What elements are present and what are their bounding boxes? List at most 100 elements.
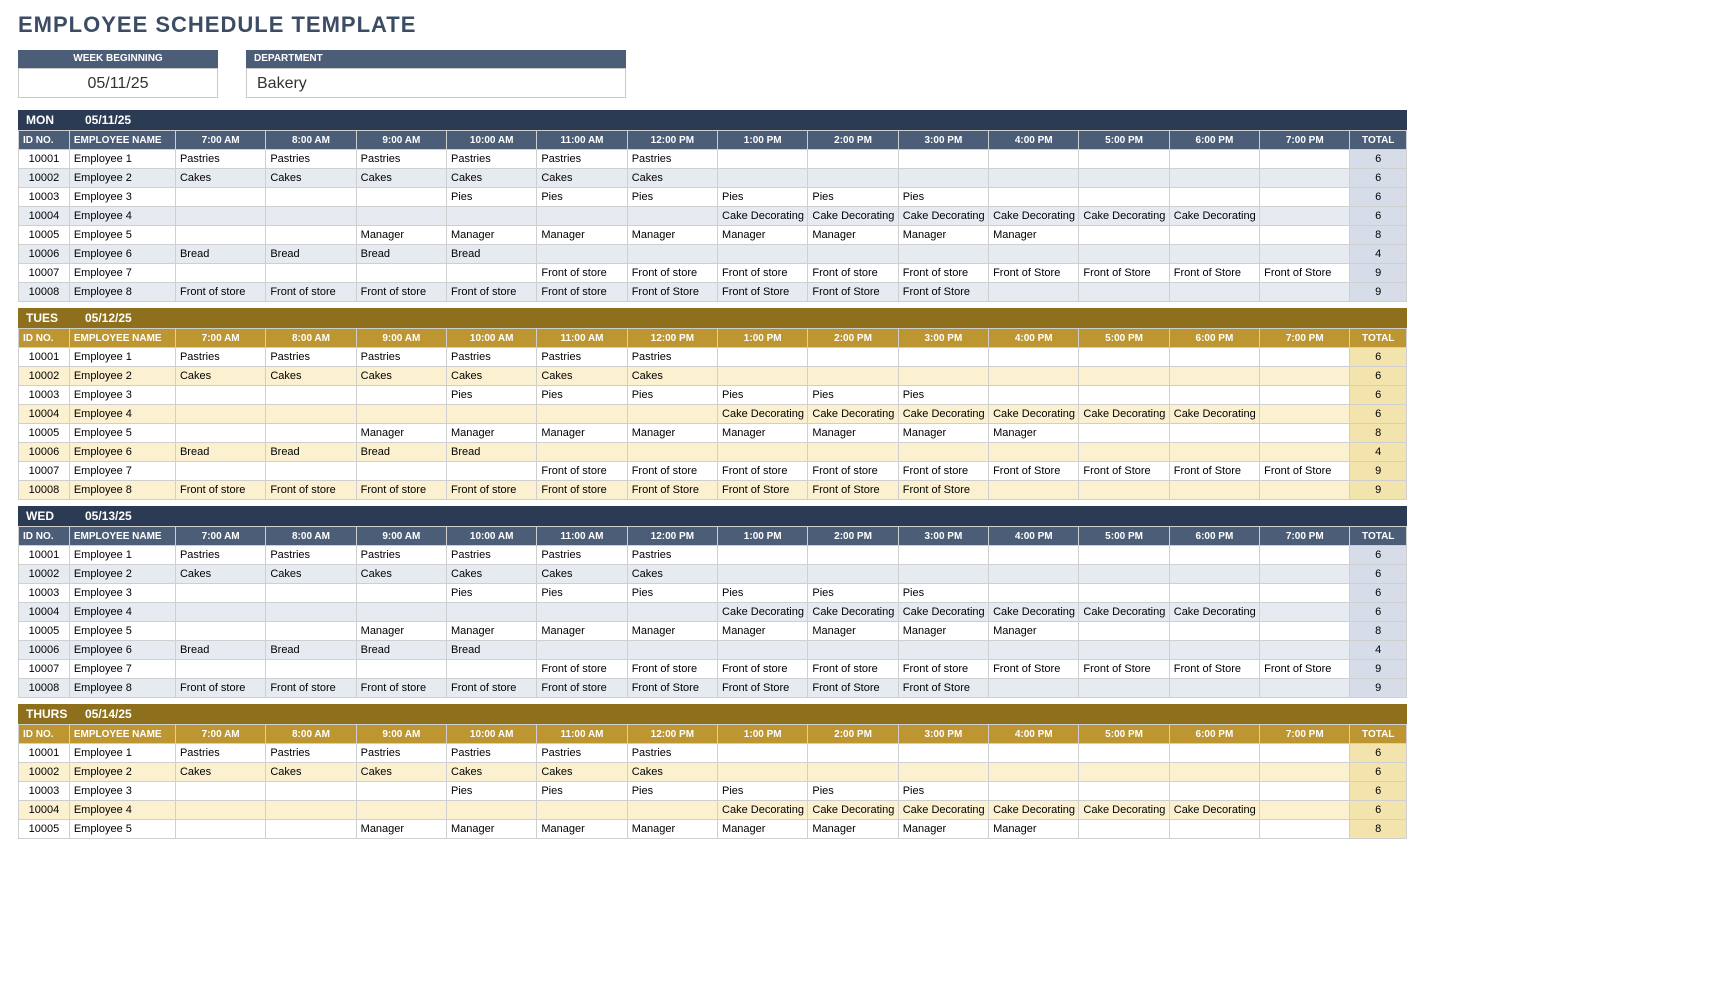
schedule-cell[interactable]: Cakes <box>537 565 627 584</box>
schedule-cell[interactable]: Cake Decorating <box>808 603 898 622</box>
schedule-cell[interactable]: Cake Decorating <box>989 801 1079 820</box>
schedule-cell[interactable] <box>1079 744 1169 763</box>
schedule-cell[interactable]: Cake Decorating <box>1079 405 1169 424</box>
schedule-cell[interactable]: Pies <box>627 386 717 405</box>
schedule-cell[interactable]: Pastries <box>627 546 717 565</box>
schedule-cell[interactable] <box>989 283 1079 302</box>
schedule-cell[interactable] <box>537 207 627 226</box>
schedule-cell[interactable] <box>447 462 537 481</box>
schedule-cell[interactable] <box>718 245 808 264</box>
schedule-cell[interactable]: Cakes <box>447 763 537 782</box>
schedule-cell[interactable] <box>718 565 808 584</box>
schedule-cell[interactable]: Front of Store <box>627 481 717 500</box>
schedule-cell[interactable] <box>1169 820 1259 839</box>
schedule-cell[interactable] <box>718 367 808 386</box>
schedule-cell[interactable]: Bread <box>356 443 446 462</box>
schedule-cell[interactable]: Cake Decorating <box>718 405 808 424</box>
schedule-cell[interactable]: Bread <box>175 641 265 660</box>
schedule-cell[interactable]: Pies <box>537 782 627 801</box>
schedule-cell[interactable] <box>266 660 356 679</box>
schedule-cell[interactable]: Cake Decorating <box>808 207 898 226</box>
schedule-cell[interactable] <box>989 679 1079 698</box>
schedule-cell[interactable]: Pastries <box>447 744 537 763</box>
schedule-cell[interactable] <box>718 443 808 462</box>
schedule-cell[interactable]: Bread <box>356 245 446 264</box>
schedule-cell[interactable]: Front of Store <box>1079 660 1169 679</box>
schedule-cell[interactable]: Pastries <box>356 546 446 565</box>
schedule-cell[interactable]: Front of Store <box>1169 264 1259 283</box>
schedule-cell[interactable]: Front of Store <box>1260 264 1350 283</box>
schedule-cell[interactable]: Front of Store <box>1079 462 1169 481</box>
schedule-cell[interactable]: Front of Store <box>1169 660 1259 679</box>
schedule-cell[interactable] <box>537 245 627 264</box>
schedule-cell[interactable]: Manager <box>718 820 808 839</box>
schedule-cell[interactable]: Cake Decorating <box>989 603 1079 622</box>
schedule-cell[interactable]: Pastries <box>356 744 446 763</box>
schedule-cell[interactable] <box>898 763 988 782</box>
schedule-cell[interactable] <box>1169 283 1259 302</box>
schedule-cell[interactable]: Front of store <box>627 264 717 283</box>
schedule-cell[interactable]: Front of Store <box>718 481 808 500</box>
schedule-cell[interactable]: Front of store <box>447 283 537 302</box>
schedule-cell[interactable] <box>989 348 1079 367</box>
schedule-cell[interactable]: Pastries <box>627 348 717 367</box>
schedule-cell[interactable] <box>1260 641 1350 660</box>
schedule-cell[interactable] <box>266 603 356 622</box>
schedule-cell[interactable] <box>356 603 446 622</box>
schedule-cell[interactable]: Pastries <box>175 150 265 169</box>
schedule-cell[interactable]: Bread <box>175 245 265 264</box>
schedule-cell[interactable]: Pies <box>718 386 808 405</box>
schedule-cell[interactable]: Front of store <box>718 264 808 283</box>
schedule-cell[interactable] <box>898 245 988 264</box>
schedule-cell[interactable] <box>175 207 265 226</box>
schedule-cell[interactable]: Front of store <box>537 283 627 302</box>
schedule-cell[interactable] <box>1169 481 1259 500</box>
schedule-cell[interactable]: Manager <box>898 424 988 443</box>
schedule-cell[interactable]: Pastries <box>266 546 356 565</box>
schedule-cell[interactable] <box>266 226 356 245</box>
schedule-cell[interactable] <box>989 641 1079 660</box>
schedule-cell[interactable] <box>718 150 808 169</box>
schedule-cell[interactable]: Pastries <box>266 348 356 367</box>
schedule-cell[interactable]: Cakes <box>537 169 627 188</box>
schedule-cell[interactable]: Manager <box>627 820 717 839</box>
schedule-cell[interactable] <box>1260 584 1350 603</box>
schedule-cell[interactable] <box>989 188 1079 207</box>
schedule-cell[interactable]: Front of Store <box>989 462 1079 481</box>
schedule-cell[interactable]: Front of Store <box>627 283 717 302</box>
schedule-cell[interactable] <box>356 386 446 405</box>
schedule-cell[interactable]: Front of store <box>537 660 627 679</box>
schedule-cell[interactable]: Front of store <box>627 660 717 679</box>
schedule-cell[interactable]: Front of store <box>537 679 627 698</box>
schedule-cell[interactable] <box>537 801 627 820</box>
schedule-cell[interactable] <box>808 744 898 763</box>
schedule-cell[interactable]: Cake Decorating <box>898 405 988 424</box>
schedule-cell[interactable] <box>356 264 446 283</box>
schedule-cell[interactable]: Front of store <box>266 283 356 302</box>
schedule-cell[interactable]: Cakes <box>627 565 717 584</box>
schedule-cell[interactable] <box>1260 603 1350 622</box>
schedule-cell[interactable] <box>1260 782 1350 801</box>
schedule-cell[interactable]: Cakes <box>175 367 265 386</box>
schedule-cell[interactable] <box>627 443 717 462</box>
schedule-cell[interactable]: Bread <box>447 443 537 462</box>
schedule-cell[interactable]: Pies <box>898 782 988 801</box>
schedule-cell[interactable] <box>989 245 1079 264</box>
schedule-cell[interactable]: Pies <box>537 188 627 207</box>
schedule-cell[interactable] <box>808 169 898 188</box>
week-beginning-value[interactable]: 05/11/25 <box>18 68 218 98</box>
schedule-cell[interactable]: Front of store <box>356 679 446 698</box>
schedule-cell[interactable]: Pastries <box>175 744 265 763</box>
schedule-cell[interactable] <box>1169 348 1259 367</box>
schedule-cell[interactable] <box>1169 584 1259 603</box>
schedule-cell[interactable] <box>175 584 265 603</box>
schedule-cell[interactable]: Pies <box>898 188 988 207</box>
schedule-cell[interactable] <box>1079 245 1169 264</box>
schedule-cell[interactable] <box>356 801 446 820</box>
schedule-cell[interactable]: Pies <box>537 584 627 603</box>
schedule-cell[interactable] <box>898 150 988 169</box>
schedule-cell[interactable] <box>356 584 446 603</box>
schedule-cell[interactable]: Manager <box>989 622 1079 641</box>
schedule-cell[interactable] <box>989 782 1079 801</box>
schedule-cell[interactable] <box>898 443 988 462</box>
